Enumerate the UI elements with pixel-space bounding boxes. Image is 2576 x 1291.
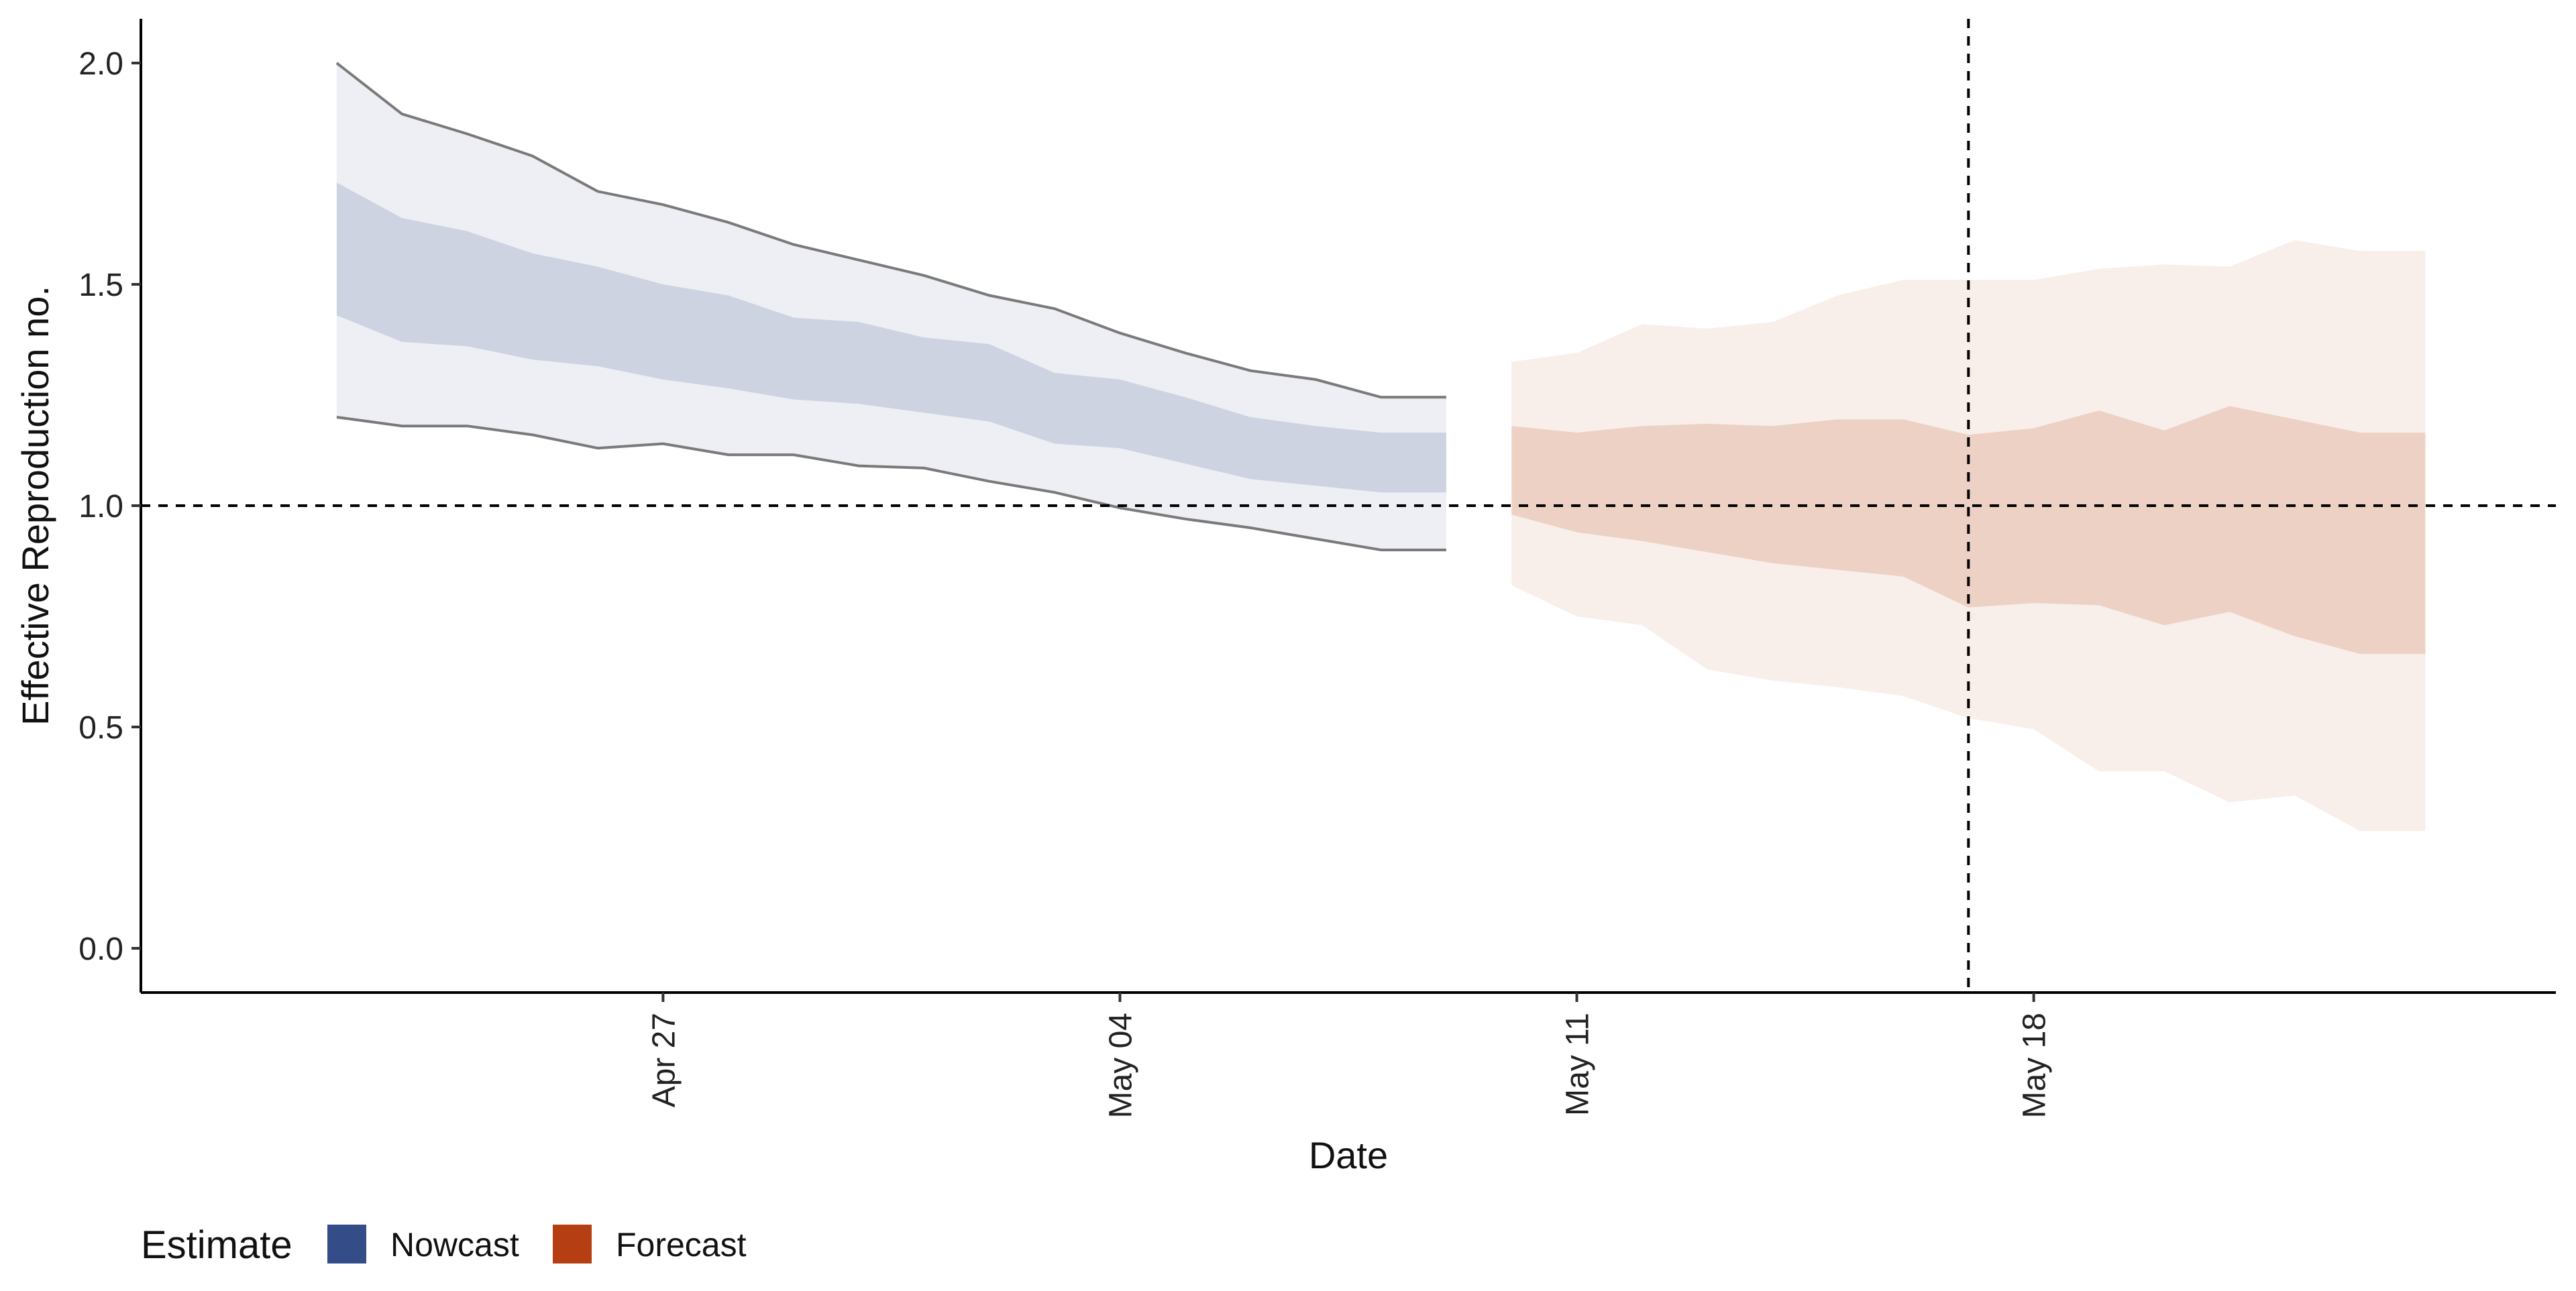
ribbon-layer <box>336 63 2426 832</box>
y-tick-label: 1.5 <box>78 268 123 303</box>
nowcast-band-50 <box>336 182 1446 493</box>
legend: Estimate Nowcast Forecast <box>141 1223 747 1267</box>
legend-label-forecast: Forecast <box>616 1226 747 1264</box>
nowcast-band-90 <box>336 63 1446 550</box>
y-tick-label: 0.5 <box>78 710 123 746</box>
x-tick-label: May 11 <box>1560 1013 1596 1116</box>
bound-line-layer <box>335 62 1446 551</box>
y-tick-label: 2.0 <box>78 46 123 82</box>
legend-label-nowcast: Nowcast <box>390 1226 519 1264</box>
legend-swatch-forecast <box>553 1225 592 1264</box>
legend-title: Estimate <box>141 1223 292 1267</box>
nowcast-upper-bound-line <box>335 62 1446 399</box>
reference-line-layer <box>141 19 2556 993</box>
x-tick-label: Apr 27 <box>646 1013 682 1107</box>
forecast-band-90 <box>1511 240 2426 832</box>
axis-layer: 0.0 0.5 1.0 1.5 2.0 Apr 27 May 04 May 11 May 18 D… <box>14 19 2556 1176</box>
x-tick-label: May 04 <box>1103 1013 1138 1118</box>
x-axis-title: Date <box>1309 1134 1388 1176</box>
y-axis-title: Effective Reproduction no. <box>14 286 56 726</box>
legend-swatch-nowcast <box>327 1225 366 1264</box>
y-tick-label: 0.0 <box>78 932 123 967</box>
nowcast-lower-bound-line <box>336 416 1446 551</box>
x-tick-label: May 18 <box>2017 1013 2053 1118</box>
y-tick-label: 1.0 <box>78 489 123 524</box>
